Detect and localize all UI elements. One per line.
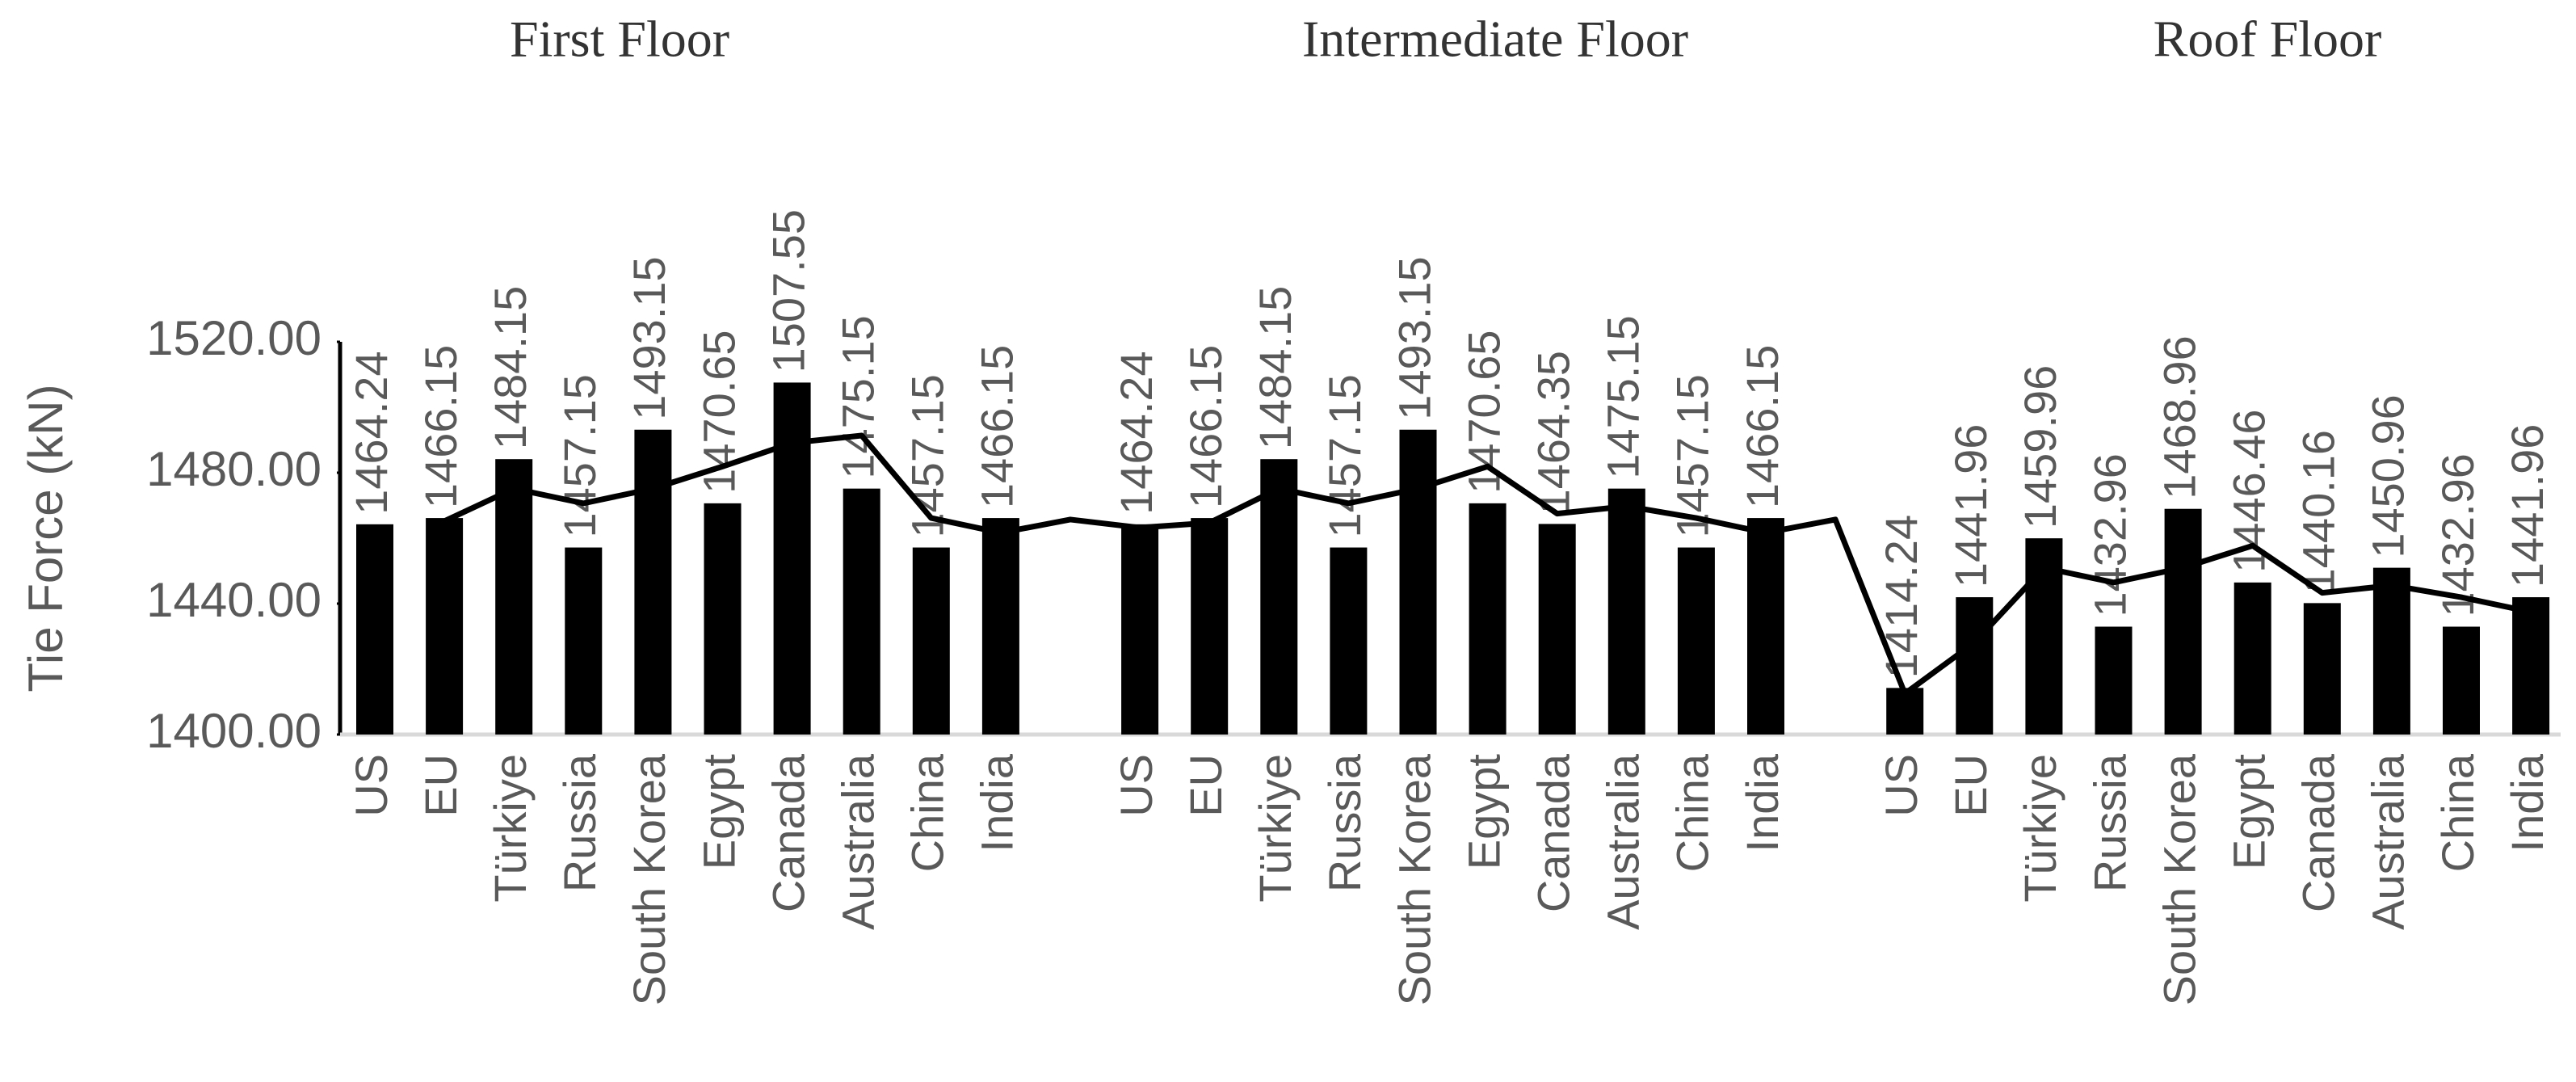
bar: [2164, 508, 2202, 735]
data-label: 1441.96: [2502, 424, 2553, 587]
bar: [2443, 626, 2480, 735]
data-label: 1493.15: [624, 256, 674, 419]
bar: [426, 518, 464, 735]
data-label: 1432.96: [2432, 453, 2483, 617]
bar: [356, 524, 393, 735]
x-tick-label: Egypt: [2223, 754, 2274, 870]
bar: [1330, 547, 1368, 735]
data-label: 1507.55: [763, 209, 813, 373]
bar: [2234, 582, 2271, 735]
trend-line: [443, 432, 2532, 697]
x-tick-label: India: [2502, 753, 2553, 852]
data-label: 1457.15: [1319, 374, 1370, 537]
x-tick-label: Australia: [832, 753, 883, 930]
x-tick-label: India: [1737, 753, 1788, 852]
x-tick-label: Australia: [2363, 753, 2414, 930]
x-tick-label: Russia: [554, 753, 605, 892]
data-label: 1484.15: [1250, 286, 1301, 449]
x-tick-label: Canada: [763, 753, 813, 912]
x-tick-label: EU: [415, 754, 466, 817]
group-title: First Floor: [510, 11, 729, 68]
x-tick-label: US: [346, 754, 397, 817]
y-tick-label: 1480.00: [146, 442, 321, 496]
data-label: 1432.96: [2084, 453, 2135, 617]
x-tick-label: China: [1667, 753, 1718, 872]
x-tick-label: Egypt: [693, 754, 744, 870]
group-title: Roof Floor: [2154, 11, 2382, 68]
x-tick-label: US: [1111, 754, 1162, 817]
bar: [495, 459, 533, 735]
x-tick-label: Australia: [1598, 753, 1649, 930]
bar: [1399, 429, 1437, 735]
bar: [773, 382, 811, 735]
data-label: 1450.96: [2363, 394, 2414, 558]
x-tick-label: US: [1876, 754, 1927, 817]
bar: [1469, 503, 1507, 735]
bar: [704, 503, 742, 735]
x-tick-label: Türkiye: [1250, 754, 1301, 903]
data-label: 1459.96: [2015, 365, 2065, 528]
data-label: 1440.16: [2293, 430, 2344, 593]
data-label: 1475.15: [1598, 315, 1649, 478]
bar: [981, 518, 1019, 735]
data-label: 1464.35: [1528, 351, 1578, 514]
x-tick-label: Canada: [1528, 753, 1578, 912]
x-tick-label: EU: [1945, 754, 1996, 817]
data-label: 1466.15: [1180, 345, 1231, 508]
bar: [565, 547, 603, 735]
data-label: 1464.24: [346, 351, 397, 514]
bar: [1677, 547, 1715, 735]
bar: [1607, 488, 1645, 735]
x-tick-label: Türkiye: [485, 754, 536, 903]
bar: [1956, 597, 1994, 735]
bar: [1121, 524, 1159, 735]
bar: [2303, 603, 2341, 735]
data-label: 1466.15: [1737, 345, 1788, 508]
x-tick-label: India: [972, 753, 1023, 852]
bar: [2372, 567, 2410, 735]
x-tick-label: EU: [1180, 754, 1231, 817]
x-tick-label: Russia: [1319, 753, 1370, 892]
data-label: 1441.96: [1945, 424, 1996, 587]
bar: [1260, 459, 1298, 735]
x-tick-label: South Korea: [624, 753, 674, 1005]
bar: [843, 488, 880, 735]
group-title: Intermediate Floor: [1302, 11, 1688, 68]
bar: [1538, 524, 1576, 735]
data-label: 1493.15: [1389, 256, 1439, 419]
data-label: 1468.96: [2154, 335, 2204, 499]
x-tick-label: South Korea: [2154, 753, 2204, 1005]
bar: [1747, 518, 1784, 735]
bar: [1191, 518, 1229, 735]
y-tick-label: 1400.00: [146, 704, 321, 758]
data-label: 1414.24: [1876, 515, 1927, 678]
x-tick-label: Egypt: [1458, 754, 1509, 870]
bar: [634, 429, 672, 735]
bar: [2512, 597, 2550, 735]
x-tick-label: China: [2432, 753, 2483, 872]
y-tick-label: 1520.00: [146, 311, 321, 365]
data-label: 1484.15: [485, 286, 536, 449]
data-label: 1464.24: [1111, 351, 1162, 514]
x-tick-label: Russia: [2084, 753, 2135, 892]
y-axis-label: Tie Force (kN): [19, 384, 73, 692]
bar: [912, 547, 950, 735]
x-tick-label: China: [902, 753, 953, 872]
bar: [2095, 626, 2133, 735]
x-tick-label: Türkiye: [2015, 754, 2065, 903]
data-label: 1457.15: [1667, 374, 1718, 537]
data-label: 1466.15: [972, 345, 1023, 508]
y-tick-label: 1440.00: [146, 573, 321, 627]
x-tick-label: South Korea: [1389, 753, 1439, 1005]
data-label: 1466.15: [415, 345, 466, 508]
data-label: 1457.15: [554, 374, 605, 537]
x-tick-label: Canada: [2293, 753, 2344, 912]
